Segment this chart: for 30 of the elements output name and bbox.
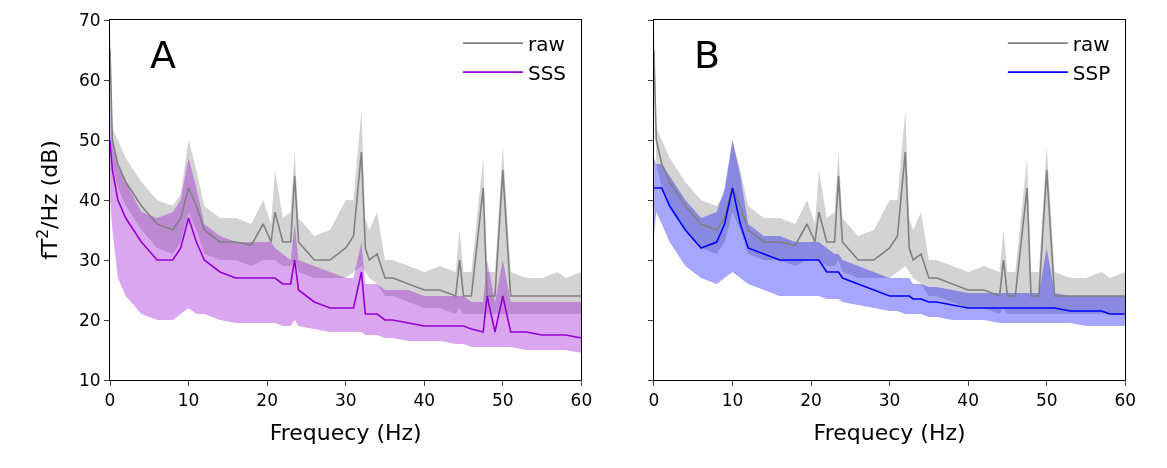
line-series (110, 139, 582, 339)
y-tick-label: 60 (78, 69, 101, 90)
chart-title: A (150, 33, 176, 77)
x-tick-label: 20 (256, 390, 278, 411)
y-tick-label: 20 (78, 309, 101, 330)
x-tick-label: 50 (492, 390, 514, 411)
x-tick-label: 30 (878, 390, 901, 411)
legend-label: SSS (527, 60, 567, 85)
x-tick-label: 10 (721, 390, 744, 411)
x-tick-label: 40 (413, 390, 436, 411)
x-tick-label: 10 (177, 390, 200, 411)
legend-label: SSP (1072, 60, 1111, 85)
y-tick-label: 30 (78, 249, 101, 270)
legend-label: raw (527, 31, 565, 56)
legend-label: raw (1072, 31, 1110, 56)
x-tick-label: 20 (800, 390, 822, 411)
x-tick-label: 0 (104, 390, 116, 411)
y-tick-label: 10 (78, 369, 101, 390)
x-axis-title: Frequecy (Hz) (269, 420, 422, 446)
x-tick-label: 50 (1035, 390, 1058, 411)
x-tick-label: 60 (1114, 390, 1137, 411)
x-tick-label: 60 (570, 390, 593, 411)
chart-title: B (694, 33, 721, 77)
x-axis-title: Frequecy (Hz) (813, 420, 966, 446)
y-tick-label: 70 (78, 9, 101, 30)
x-tick-label: 30 (334, 390, 357, 411)
y-tick-label: 50 (78, 129, 101, 150)
x-tick-label: 40 (957, 390, 979, 411)
y-tick-label: 40 (78, 189, 101, 210)
x-tick-label: 0 (648, 390, 660, 411)
